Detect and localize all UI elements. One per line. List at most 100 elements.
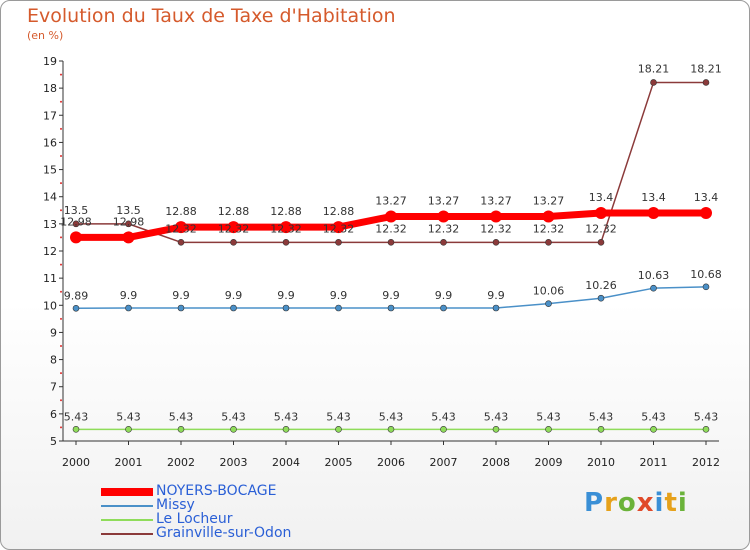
data-point	[545, 239, 552, 246]
y-minor-tick	[60, 236, 62, 239]
data-label: 5.43	[431, 410, 456, 423]
data-label: 13.4	[589, 191, 614, 204]
data-label: 5.43	[326, 410, 351, 423]
y-minor-tick	[60, 100, 62, 103]
x-tick-label: 2012	[692, 456, 720, 469]
x-tick-label: 2003	[220, 456, 248, 469]
data-point	[282, 239, 290, 246]
data-label: 12.32	[218, 222, 250, 235]
data-point	[597, 426, 605, 433]
data-label: 12.88	[165, 205, 197, 218]
data-point	[282, 304, 290, 312]
data-label: 9.9	[120, 289, 138, 302]
y-tick-label: 5	[50, 435, 57, 448]
data-label: 5.43	[589, 410, 614, 423]
data-point	[125, 220, 132, 228]
data-label: 12.32	[375, 222, 407, 235]
data-point	[387, 304, 395, 312]
data-label: 12.88	[218, 205, 250, 218]
data-label: 9.9	[225, 289, 243, 302]
x-tick-label: 2001	[115, 456, 143, 469]
y-tick-label: 19	[43, 55, 57, 68]
proxiti-logo: Proxiti	[584, 488, 688, 518]
data-point	[542, 210, 555, 223]
data-label: 10.63	[638, 269, 670, 282]
data-point	[125, 426, 132, 433]
legend-label-grainville: Grainville-sur-Odon	[156, 525, 292, 541]
data-point	[177, 304, 185, 312]
data-label: 13.5	[116, 204, 141, 217]
chart-subtitle: (en %)	[27, 29, 64, 42]
data-label: 5.43	[694, 410, 719, 423]
data-point	[492, 304, 500, 312]
data-point	[702, 283, 710, 291]
data-label: 13.4	[694, 191, 719, 204]
y-minor-tick	[60, 399, 62, 402]
data-label: 12.98	[60, 215, 92, 228]
data-label: 12.32	[585, 222, 617, 235]
data-point	[545, 426, 552, 433]
data-point	[545, 300, 552, 307]
x-tick-label: 2008	[482, 456, 510, 469]
x-tick-label: 2010	[587, 456, 615, 469]
x-tick-label: 2006	[377, 456, 405, 469]
data-point	[72, 220, 80, 228]
y-minor-tick	[60, 426, 62, 429]
y-tick-label: 12	[43, 245, 57, 258]
y-tick-label: 6	[50, 408, 57, 421]
data-label: 13.27	[428, 195, 460, 208]
page-title: Evolution du Taux de Taxe d'Habitation	[27, 5, 396, 27]
data-point	[175, 221, 187, 234]
data-point	[595, 207, 607, 219]
data-point	[387, 239, 395, 246]
data-point	[125, 304, 132, 312]
legend-swatch-noyers	[101, 488, 153, 496]
y-tick-label: 8	[50, 354, 57, 367]
legend-swatch-missy	[101, 505, 153, 507]
data-point	[177, 239, 185, 246]
data-label: 5.43	[641, 410, 666, 423]
data-label: 5.43	[221, 410, 246, 423]
data-point	[650, 426, 657, 433]
data-label: 5.43	[536, 410, 561, 423]
data-label: 5.43	[116, 410, 141, 423]
y-tick-label: 14	[43, 191, 57, 204]
data-label: 5.43	[379, 410, 404, 423]
data-label: 10.06	[533, 285, 565, 298]
data-point	[702, 79, 710, 86]
y-minor-tick	[60, 182, 62, 185]
data-point	[227, 221, 240, 234]
data-point	[440, 239, 447, 246]
x-tick-label: 2002	[167, 456, 195, 469]
y-minor-tick	[60, 290, 62, 293]
data-label: 9.9	[277, 289, 295, 302]
data-label: 12.32	[480, 222, 512, 235]
data-point	[335, 426, 342, 433]
y-tick-label: 7	[50, 381, 57, 394]
data-label: 13.27	[375, 195, 407, 208]
data-label: 12.32	[533, 222, 565, 235]
data-point	[332, 221, 345, 234]
data-point	[122, 231, 135, 244]
logo-letter: o	[617, 488, 637, 518]
y-tick-label: 17	[43, 109, 57, 122]
data-label: 12.32	[428, 222, 460, 235]
data-point	[230, 239, 237, 246]
logo-letter: x	[636, 488, 655, 518]
y-tick-label: 15	[43, 164, 57, 177]
data-point	[335, 239, 342, 246]
data-point	[70, 231, 82, 244]
data-label: 13.4	[641, 191, 666, 204]
x-tick-label: 2005	[325, 456, 353, 469]
y-tick-label: 10	[43, 299, 57, 312]
data-point	[650, 284, 657, 292]
legend-swatch-grainville	[101, 533, 153, 535]
x-tick-label: 2007	[430, 456, 458, 469]
y-minor-tick	[60, 127, 62, 130]
data-label: 13.27	[480, 195, 512, 208]
data-point	[490, 210, 502, 223]
data-label: 5.43	[484, 410, 509, 423]
y-tick-label: 13	[43, 218, 57, 231]
data-point	[385, 210, 397, 223]
